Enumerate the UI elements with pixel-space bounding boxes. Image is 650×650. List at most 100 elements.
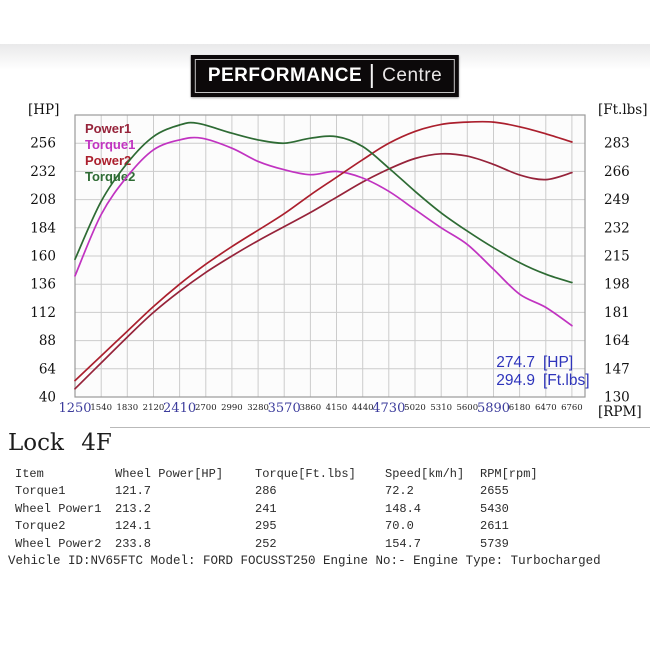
table-cell: Wheel Power1 — [15, 501, 102, 516]
table-cell: 2611 — [480, 519, 509, 534]
table-header-cell: Speed[km/h] — [385, 467, 465, 481]
curve-torque2 — [74, 121, 573, 284]
table-cell: 72.2 — [385, 484, 414, 499]
legend-item-torque2: Torque2 — [85, 169, 135, 184]
x-tick-label-minor: 2990 — [221, 403, 243, 413]
x-tick-label-minor: 2120 — [143, 403, 165, 413]
table-cell: 241 — [255, 501, 277, 516]
curve-power1 — [74, 152, 573, 390]
y-left-tick-label: 160 — [30, 249, 56, 265]
y-left-axis-title: [HP] — [28, 102, 59, 118]
x-tick-label-major: 2410 — [163, 401, 196, 416]
y-left-tick-label: 88 — [39, 333, 56, 349]
table-header-row: Item Wheel Power[HP] Torque[Ft.lbs] Speed[k… — [0, 466, 650, 483]
y-right-tick-label: 249 — [604, 192, 630, 208]
y-right-tick-label: 147 — [604, 361, 630, 377]
table-cell: 252 — [255, 536, 277, 551]
legend-item-power1: Power1 — [85, 121, 131, 136]
y-left-tick-labels: 40 64 88 112 136 160 184 208 232 256 — [30, 136, 56, 406]
y-left-tick-label: 208 — [30, 192, 56, 208]
table-cell: Torque2 — [15, 519, 66, 534]
logo-primary-text: PERFORMANCE — [207, 65, 363, 86]
y-right-tick-label: 198 — [604, 277, 630, 293]
table-header-cell: Item — [15, 467, 44, 481]
table-header-cell: Torque[Ft.lbs] — [255, 467, 356, 481]
table-cell: 154.7 — [385, 536, 422, 551]
annotation-value: 274.7 — [496, 354, 535, 371]
y-left-tick-label: 184 — [30, 220, 56, 236]
x-tick-label-minor: 1830 — [116, 403, 138, 413]
x-axis-title: [RPM] — [598, 404, 642, 420]
y-right-tick-label: 266 — [604, 164, 630, 180]
y-right-tick-label: 215 — [604, 249, 630, 265]
x-tick-label-minor: 4440 — [352, 403, 374, 413]
vehicle-info: Vehicle ID:NV65FTC Model: FORD FOCUSST25… — [8, 554, 601, 568]
y-right-tick-label: 164 — [604, 333, 630, 349]
x-tick-label-major: 5890 — [477, 401, 510, 416]
x-tick-label-minor: 2700 — [195, 403, 217, 413]
x-tick-label-minor: 5310 — [430, 403, 452, 413]
table-cell: 295 — [255, 519, 277, 534]
logo-secondary-text: Centre — [382, 65, 443, 86]
peak-annotation: 274.7 [HP] 294.9 [Ft.lbs] — [496, 354, 589, 389]
table-cell: 286 — [255, 484, 277, 499]
logo-inner-frame: PERFORMANCE Centre — [194, 59, 456, 93]
x-tick-label-minor: 3860 — [300, 403, 322, 413]
table-row: Torque1 121.7 286 72.2 2655 — [0, 483, 650, 500]
table-cell: 121.7 — [115, 484, 152, 499]
x-tick-label-minor: 5600 — [456, 403, 478, 413]
y-right-axis-title: [Ft.lbs] — [598, 102, 648, 118]
x-tick-label-minor: 6470 — [535, 403, 557, 413]
x-tick-label-minor: 4150 — [326, 403, 348, 413]
y-left-tick-label: 232 — [30, 164, 56, 180]
x-tick-label-minor: 6760 — [561, 403, 583, 413]
annotation-unit: [Ft.lbs] — [543, 372, 590, 389]
curve-torque1 — [74, 136, 573, 327]
annotation-value: 294.9 — [496, 372, 535, 389]
annotation-unit: [HP] — [543, 354, 573, 371]
x-tick-label-minor: 3280 — [247, 403, 269, 413]
y-left-tick-label: 256 — [30, 136, 56, 152]
table-cell: 70.0 — [385, 519, 414, 534]
table-row: Torque2 124.1 295 70.0 2611 — [0, 518, 650, 535]
y-right-tick-label: 283 — [604, 136, 630, 152]
curve-power2 — [74, 120, 573, 382]
table-row: Wheel Power1 213.2 241 148.4 5430 — [0, 501, 650, 518]
y-right-tick-label: 181 — [604, 305, 630, 321]
y-left-tick-label: 136 — [30, 277, 56, 293]
logo: PERFORMANCE Centre — [190, 55, 460, 97]
table-cell: Wheel Power2 — [15, 536, 102, 551]
x-tick-label-minor: 5020 — [404, 403, 426, 413]
table-cell: 148.4 — [385, 501, 422, 516]
y-left-tick-label: 40 — [39, 390, 56, 406]
table-header-cell: Wheel Power[HP] — [115, 467, 224, 481]
y-right-tick-label: 130 — [604, 390, 630, 406]
table-header-cell: RPM[rpm] — [480, 467, 538, 481]
dyno-chart: 40 64 88 112 136 160 184 208 232 256 [HP] 130 147 164… — [28, 102, 648, 420]
x-tick-label-major: 1250 — [58, 401, 91, 416]
x-tick-label-major: 4730 — [372, 401, 405, 416]
section-divider — [110, 427, 650, 428]
table-cell: 5430 — [480, 501, 509, 516]
y-right-tick-labels: 130 147 164 181 198 215 232 249 266 283 — [604, 136, 630, 406]
legend-item-torque1: Torque1 — [85, 137, 135, 152]
table-cell: 2655 — [480, 484, 509, 499]
table-cell: 124.1 — [115, 519, 152, 534]
table-cell: 5739 — [480, 536, 509, 551]
table-cell: Torque1 — [15, 484, 66, 499]
y-left-tick-label: 112 — [30, 305, 56, 321]
table-row: Wheel Power2 233.8 252 154.7 5739 — [0, 536, 650, 553]
results-table: Item Wheel Power[HP] Torque[Ft.lbs] Speed[k… — [0, 466, 650, 553]
x-tick-label-major: 3570 — [268, 401, 301, 416]
x-tick-label-minor: 1540 — [90, 403, 112, 413]
section-title: Lock 4F — [8, 430, 112, 456]
legend-item-power2: Power2 — [85, 153, 131, 168]
y-left-tick-label: 64 — [39, 361, 56, 377]
x-tick-label-minor: 6180 — [509, 403, 531, 413]
table-cell: 233.8 — [115, 536, 152, 551]
plot-border — [74, 114, 586, 398]
table-cell: 213.2 — [115, 501, 152, 516]
